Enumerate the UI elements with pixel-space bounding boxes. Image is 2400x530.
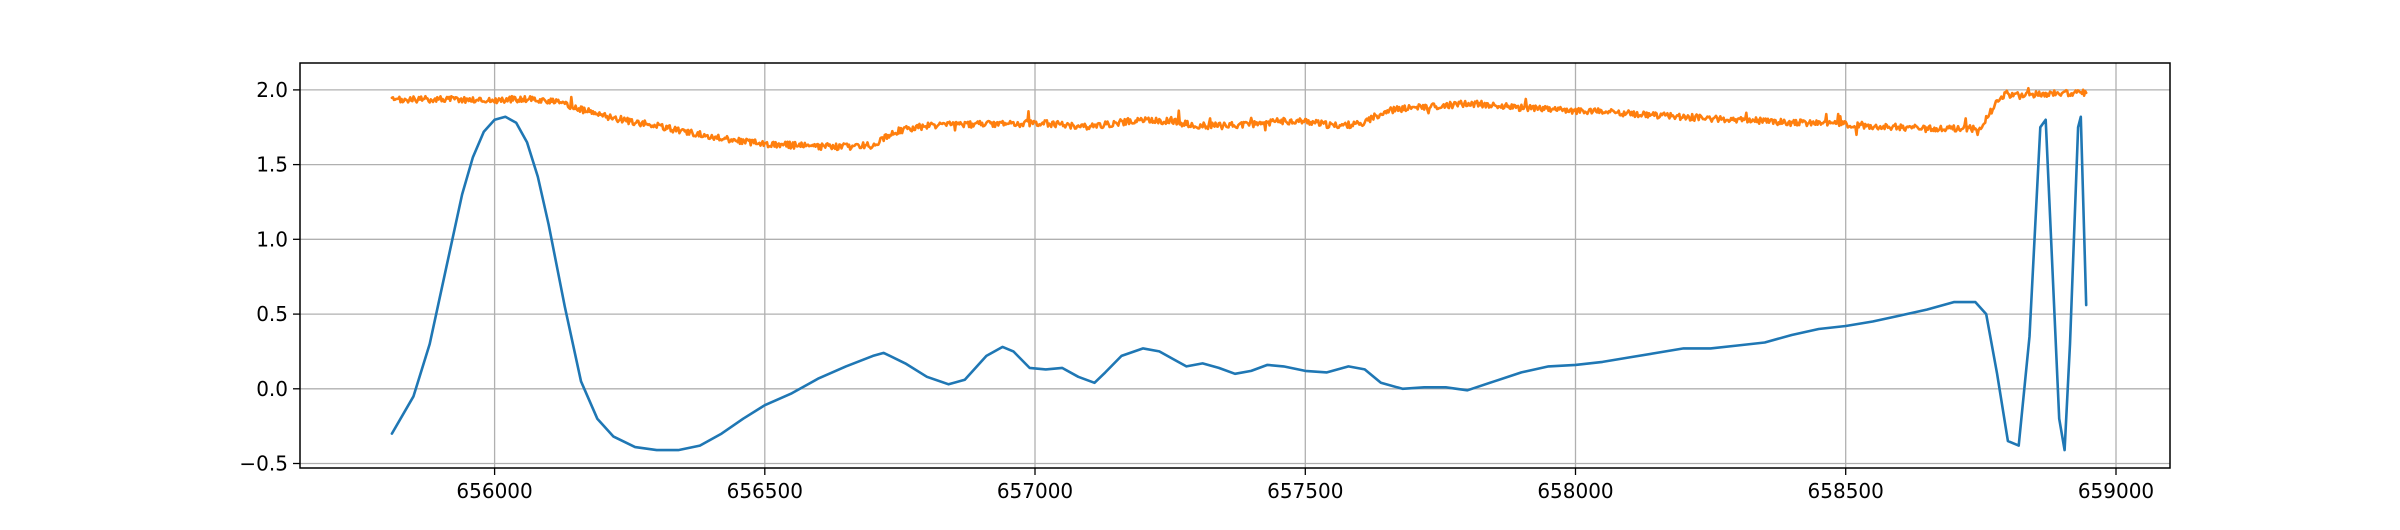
x-tick-label: 657000 — [997, 479, 1073, 503]
y-tick-label: 1.5 — [256, 153, 288, 177]
y-tick-label: 0.5 — [256, 302, 288, 326]
axis-ticks: 656000 656500 657000 657500 658000 658500 6590… — [239, 78, 2154, 503]
series-layer — [390, 86, 2088, 452]
x-tick-label: 658000 — [1537, 479, 1613, 503]
y-tick-label: 1.0 — [256, 227, 288, 251]
x-tick-label: 658500 — [1808, 479, 1884, 503]
series-line-blue — [390, 115, 2088, 452]
grid — [300, 63, 2170, 468]
axes-frame — [299, 62, 2171, 469]
y-tick-label: −0.5 — [239, 452, 288, 476]
y-tick-label: 2.0 — [256, 78, 288, 102]
x-tick-label: 656500 — [727, 479, 803, 503]
y-tick-label: 0.0 — [256, 377, 288, 401]
x-tick-label: 659000 — [2078, 479, 2154, 503]
x-tick-label: 656000 — [456, 479, 532, 503]
series-line-orange — [390, 86, 2088, 152]
x-tick-label: 657500 — [1267, 479, 1343, 503]
